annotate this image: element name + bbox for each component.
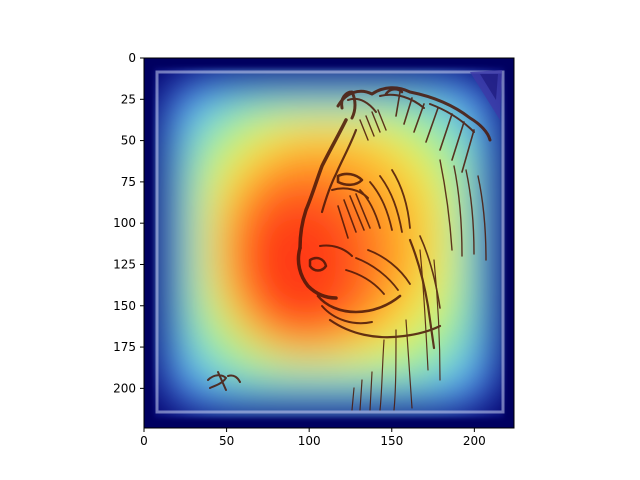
y-tick-label: 75 (121, 175, 136, 189)
y-tick-label: 125 (113, 257, 136, 271)
axes-frame (143, 57, 515, 429)
horse-sketch (207, 86, 492, 411)
x-tick-label: 0 (140, 434, 148, 448)
x-axis: 0 50 100 150 200 (140, 428, 486, 448)
x-tick-label: 100 (298, 434, 321, 448)
x-tick-label: 200 (463, 434, 486, 448)
x-tick-label: 50 (219, 434, 234, 448)
y-tick-label: 150 (113, 299, 136, 313)
y-tick-label: 50 (121, 134, 136, 148)
heatmap-field (160, 74, 500, 412)
signature-scribble (207, 371, 241, 391)
y-tick-label: 175 (113, 340, 136, 354)
y-tick-label: 25 (121, 92, 136, 106)
y-tick-label: 100 (113, 216, 136, 230)
y-tick-label: 0 (128, 51, 136, 65)
y-tick-label: 200 (113, 381, 136, 395)
heatmap-image (144, 58, 514, 428)
y-axis: 0 25 50 75 100 125 150 175 200 (113, 51, 144, 395)
x-tick-label: 150 (380, 434, 403, 448)
